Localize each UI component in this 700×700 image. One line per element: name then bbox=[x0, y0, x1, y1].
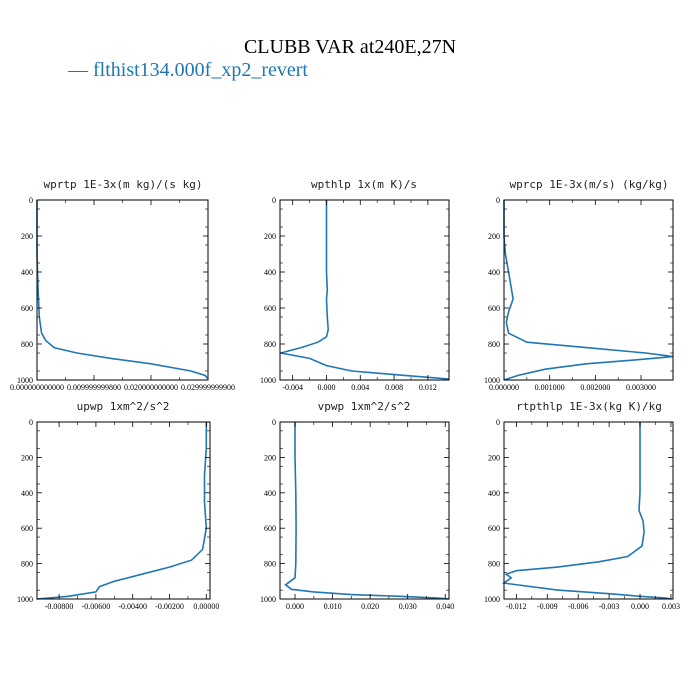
x-tick-label: 0.004 bbox=[351, 383, 369, 392]
x-tick-label: -0.006 bbox=[568, 602, 589, 611]
y-tick-label: 200 bbox=[488, 232, 500, 241]
series-line bbox=[284, 422, 450, 600]
plot-frame bbox=[36, 199, 209, 381]
plot-frame bbox=[279, 199, 450, 381]
y-tick-label: 0 bbox=[272, 418, 276, 427]
x-tick-label: 0.029999999900 bbox=[181, 383, 235, 392]
series-line bbox=[36, 200, 209, 379]
y-tick-label: 800 bbox=[21, 560, 33, 569]
plot-frame bbox=[503, 199, 674, 381]
legend-entry: — flthist134.000f_xp2_revert bbox=[68, 59, 308, 81]
y-tick-label: 800 bbox=[488, 340, 500, 349]
panel-title: upwp 1xm^2/s^2 bbox=[77, 400, 170, 413]
y-tick-label: 600 bbox=[21, 524, 33, 533]
y-tick-label: 1000 bbox=[17, 376, 33, 385]
x-tick-label: 0.000 bbox=[286, 602, 304, 611]
panel-title: wprtp 1E-3x(m kg)/(s kg) bbox=[44, 178, 203, 191]
y-tick-label: 400 bbox=[264, 268, 276, 277]
y-tick-label: 200 bbox=[21, 453, 33, 462]
y-tick-label: 600 bbox=[264, 524, 276, 533]
y-tick-label: 0 bbox=[496, 196, 500, 205]
y-tick-label: 400 bbox=[264, 489, 276, 498]
y-tick-label: 400 bbox=[488, 268, 500, 277]
page-title: CLUBB VAR at240E,27N bbox=[243, 36, 457, 58]
y-tick-label: 1000 bbox=[17, 595, 33, 604]
x-tick-label: 0.000 bbox=[317, 383, 335, 392]
y-tick-label: 600 bbox=[488, 304, 500, 313]
plot-frame bbox=[279, 421, 450, 600]
x-tick-label: -0.00600 bbox=[82, 602, 111, 611]
y-tick-label: 1000 bbox=[260, 595, 276, 604]
plot-frame bbox=[503, 421, 674, 600]
x-tick-label: -0.00400 bbox=[118, 602, 147, 611]
y-tick-label: 200 bbox=[264, 232, 276, 241]
y-tick-label: 600 bbox=[488, 524, 500, 533]
y-tick-label: 800 bbox=[21, 340, 33, 349]
x-tick-label: 0.020000000000 bbox=[124, 383, 178, 392]
x-tick-label: 0.008 bbox=[385, 383, 403, 392]
chart-panel-2: wpthlp 1x(m K)/s 0 200 400 600 800 1000 -0.004 0… bbox=[260, 178, 450, 392]
x-tick-label: 0.040 bbox=[436, 602, 454, 611]
series-line bbox=[503, 200, 674, 381]
y-tick-label: 600 bbox=[264, 304, 276, 313]
panel-title: wprcp 1E-3x(m/s) (kg/kg) bbox=[510, 178, 669, 191]
y-tick-label: 200 bbox=[488, 453, 500, 462]
x-tick-label: 0.003 bbox=[662, 602, 680, 611]
y-tick-label: 0 bbox=[496, 418, 500, 427]
chart-panel-4: upwp 1xm^2/s^202004006008001000-0.00800-… bbox=[17, 400, 219, 611]
y-tick-label: 800 bbox=[264, 340, 276, 349]
y-tick-label: 400 bbox=[488, 489, 500, 498]
x-tick-label: -0.004 bbox=[282, 383, 303, 392]
x-tick-label: 0.00000 bbox=[193, 602, 219, 611]
x-tick-label: 0.003000 bbox=[626, 383, 656, 392]
y-tick-label: 200 bbox=[264, 453, 276, 462]
x-tick-label: -0.012 bbox=[506, 602, 527, 611]
series-line bbox=[280, 200, 450, 380]
series-line bbox=[36, 422, 208, 600]
y-tick-label: 0 bbox=[29, 196, 33, 205]
x-tick-label: -0.009 bbox=[537, 602, 558, 611]
y-tick-label: 600 bbox=[21, 304, 33, 313]
y-tick-label: 0 bbox=[272, 196, 276, 205]
y-tick-label: 0 bbox=[29, 418, 33, 427]
y-tick-label: 400 bbox=[21, 268, 33, 277]
x-tick-label: 0.001000 bbox=[535, 383, 565, 392]
chart-panel-6: rtpthlp 1E-3x(kg K)/kg02004006008001000-… bbox=[484, 400, 680, 611]
x-tick-label: 0.010 bbox=[324, 602, 342, 611]
chart-panel-1: wprtp 1E-3x(m kg)/(s kg) 0 200 400 600 800 100… bbox=[10, 178, 235, 392]
x-tick-label: 0.030 bbox=[399, 602, 417, 611]
x-tick-label: 0.002000 bbox=[580, 383, 610, 392]
y-tick-label: 1000 bbox=[484, 376, 500, 385]
x-tick-label: 0.000000 bbox=[489, 383, 519, 392]
x-tick-label: -0.00200 bbox=[155, 602, 184, 611]
panel-title: vpwp 1xm^2/s^2 bbox=[318, 400, 411, 413]
panel-title: rtpthlp 1E-3x(kg K)/kg bbox=[516, 400, 662, 413]
chart-panel-5: vpwp 1xm^2/s^2 0 200 400 600 800 1000 0.000 0.01… bbox=[260, 400, 454, 611]
chart-panel-3: wprcp 1E-3x(m/s) (kg/kg) 0 200 400 600 800 100… bbox=[484, 178, 674, 392]
x-tick-label: 0.009999999800 bbox=[67, 383, 121, 392]
y-tick-label: 1000 bbox=[260, 376, 276, 385]
x-tick-label: 0.012 bbox=[419, 383, 437, 392]
x-tick-label: -0.003 bbox=[599, 602, 620, 611]
x-tick-label: 0.000 bbox=[631, 602, 649, 611]
y-tick-label: 800 bbox=[488, 560, 500, 569]
y-tick-label: 200 bbox=[21, 232, 33, 241]
x-tick-label: 0.020 bbox=[361, 602, 379, 611]
x-tick-label: -0.00800 bbox=[45, 602, 74, 611]
y-tick-label: 400 bbox=[21, 489, 33, 498]
y-tick-label: 800 bbox=[264, 560, 276, 569]
panel-title: wpthlp 1x(m K)/s bbox=[311, 178, 417, 191]
x-tick-label: 0.000000000000 bbox=[10, 383, 64, 392]
plot-frame bbox=[36, 421, 211, 600]
series-line bbox=[501, 422, 672, 600]
y-tick-label: 1000 bbox=[484, 595, 500, 604]
